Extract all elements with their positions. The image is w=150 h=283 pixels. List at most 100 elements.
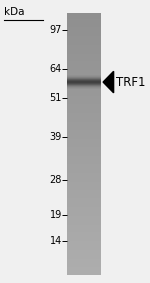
Bar: [67, 40, 101, 42]
Bar: [67, 73, 101, 74]
Bar: [67, 18, 101, 19]
Bar: [67, 81, 101, 82]
Bar: [67, 234, 101, 235]
Bar: [67, 75, 101, 76]
Bar: [67, 87, 101, 88]
Bar: [67, 262, 101, 263]
Text: 19: 19: [50, 210, 62, 220]
Bar: [67, 257, 101, 258]
Bar: [67, 212, 101, 213]
Bar: [67, 148, 101, 149]
Bar: [67, 20, 101, 21]
Bar: [67, 250, 101, 251]
Bar: [67, 265, 101, 266]
Bar: [67, 178, 101, 179]
Bar: [67, 213, 101, 214]
Bar: [67, 137, 101, 138]
Bar: [67, 260, 101, 261]
Bar: [67, 267, 101, 268]
Bar: [67, 208, 101, 209]
Bar: [67, 21, 101, 22]
Bar: [67, 54, 101, 55]
Bar: [67, 201, 101, 202]
Bar: [67, 159, 101, 160]
Bar: [67, 254, 101, 255]
Bar: [67, 210, 101, 211]
Bar: [67, 160, 101, 161]
Bar: [67, 154, 101, 155]
Text: 14: 14: [50, 236, 62, 246]
Bar: [67, 20, 101, 22]
Bar: [67, 258, 101, 259]
Bar: [67, 180, 101, 181]
Bar: [67, 32, 101, 33]
Bar: [67, 78, 101, 79]
Bar: [67, 182, 101, 183]
Text: 28: 28: [49, 175, 62, 185]
Bar: [67, 108, 101, 109]
Bar: [67, 185, 101, 186]
Bar: [67, 115, 101, 117]
Bar: [67, 166, 101, 167]
Bar: [67, 61, 101, 63]
Bar: [67, 268, 101, 269]
Bar: [67, 28, 101, 29]
Bar: [67, 162, 101, 163]
Bar: [67, 152, 101, 153]
Bar: [67, 252, 101, 253]
Bar: [67, 245, 101, 246]
Bar: [67, 128, 101, 129]
Bar: [67, 231, 101, 232]
Bar: [67, 53, 101, 55]
Bar: [67, 94, 101, 95]
Bar: [67, 191, 101, 192]
Bar: [67, 17, 101, 18]
Bar: [67, 70, 101, 71]
Bar: [67, 119, 101, 120]
Bar: [67, 60, 101, 61]
Bar: [67, 136, 101, 137]
Bar: [67, 30, 101, 31]
Bar: [67, 239, 101, 240]
Bar: [67, 112, 101, 113]
Bar: [67, 226, 101, 228]
Bar: [67, 59, 101, 60]
Bar: [67, 243, 101, 244]
Bar: [67, 240, 101, 241]
Bar: [67, 214, 101, 215]
Bar: [67, 89, 101, 90]
Bar: [67, 132, 101, 133]
Bar: [67, 156, 101, 158]
Bar: [67, 95, 101, 97]
Bar: [67, 130, 101, 131]
Bar: [67, 270, 101, 271]
Bar: [67, 72, 101, 73]
Bar: [67, 19, 101, 20]
Bar: [67, 223, 101, 224]
Bar: [67, 188, 101, 189]
Bar: [67, 170, 101, 171]
Bar: [67, 98, 101, 99]
Bar: [67, 252, 101, 254]
Bar: [67, 63, 101, 64]
Text: 39: 39: [50, 132, 62, 142]
Bar: [67, 146, 101, 147]
Bar: [67, 256, 101, 257]
Bar: [67, 142, 101, 143]
Bar: [67, 141, 101, 142]
Bar: [67, 123, 101, 124]
Bar: [67, 14, 101, 15]
Bar: [67, 235, 101, 236]
Bar: [67, 38, 101, 39]
Bar: [67, 102, 101, 104]
Bar: [67, 175, 101, 176]
Bar: [67, 123, 101, 125]
Bar: [67, 209, 101, 210]
Bar: [67, 164, 101, 166]
Bar: [67, 135, 101, 136]
Bar: [67, 24, 101, 25]
Bar: [67, 116, 101, 117]
Bar: [67, 249, 101, 250]
Bar: [67, 64, 101, 65]
Bar: [67, 69, 101, 70]
